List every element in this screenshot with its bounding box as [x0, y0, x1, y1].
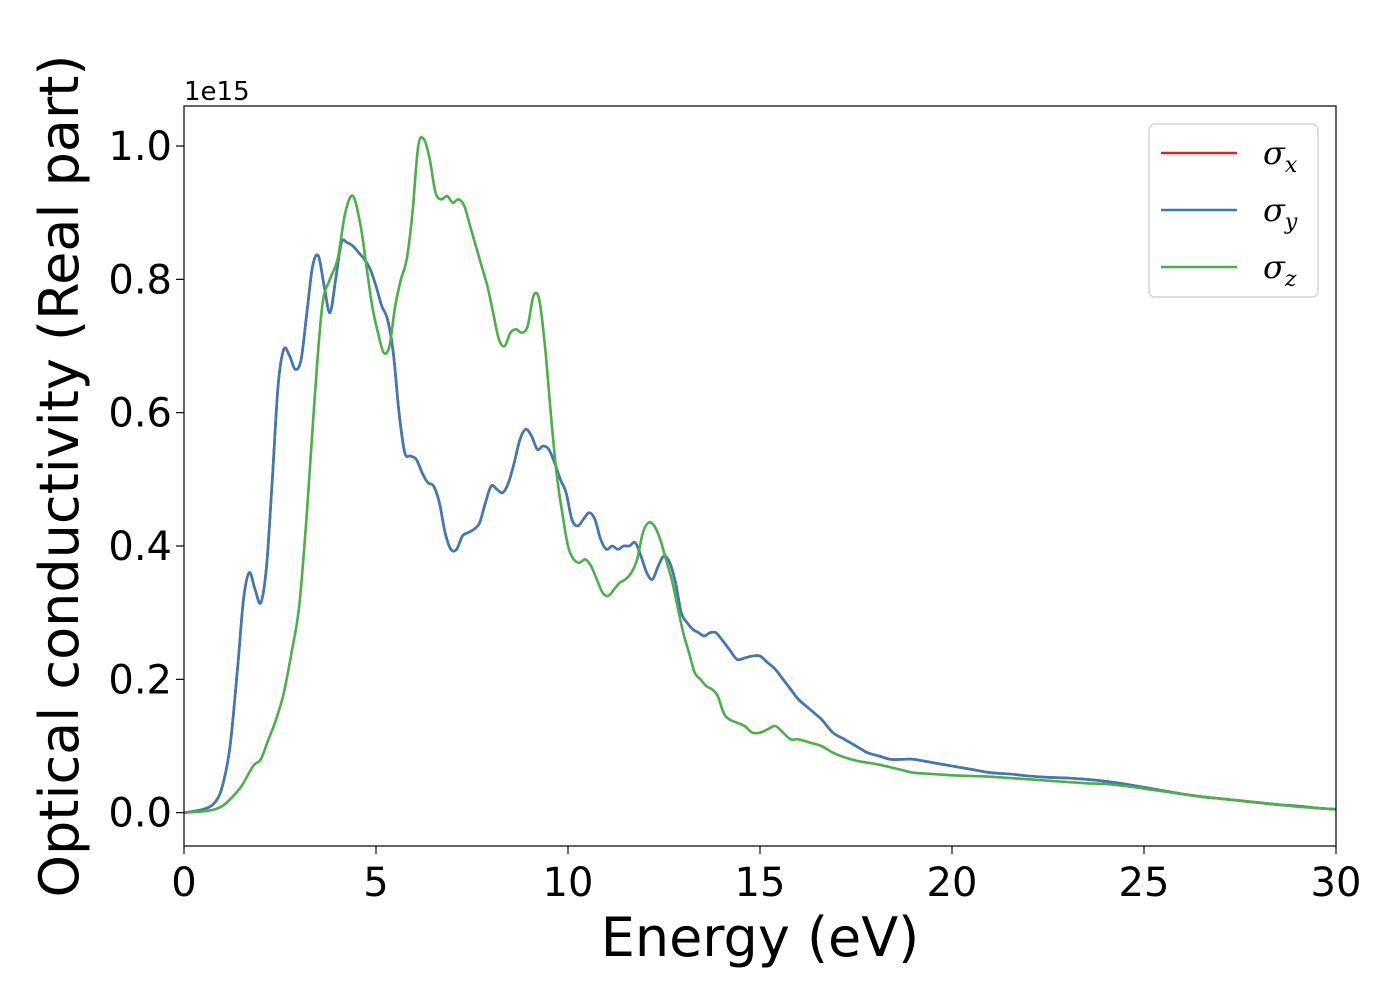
legend-label-sigma-y: σy: [1263, 191, 1298, 235]
x-tick-label: 10: [543, 860, 594, 906]
legend-label-sigma-x: σx: [1263, 134, 1298, 178]
y-axis-label: Optical conductivity (Real part): [28, 55, 91, 898]
y-tick-label: 0.8: [108, 257, 172, 303]
plot-frame: [183, 105, 1337, 847]
x-tick-label: 20: [927, 860, 978, 906]
x-tick-label: 5: [363, 860, 388, 906]
series-line-sigma-z: [184, 135, 1336, 814]
x-tick-label: 25: [1119, 860, 1170, 906]
y-tick-label: 0.4: [108, 524, 172, 570]
x-tick-label: 15: [735, 860, 786, 906]
y-tick-label: 1.0: [108, 124, 172, 170]
y-tick-label: 0.6: [108, 391, 172, 437]
x-tick-label: 0: [171, 860, 196, 906]
series-line-sigma-y: [184, 238, 1336, 814]
x-tick-label: 30: [1311, 860, 1362, 906]
legend: σx σy σz: [1148, 123, 1319, 298]
series-layer: [184, 135, 1336, 814]
legend-label-sigma-z: σz: [1263, 248, 1297, 292]
y-tick-label: 0.2: [108, 657, 172, 703]
x-axis-label: Energy (eV): [601, 906, 920, 969]
x-axis-ticks: 0 5 10 15 20 25 30: [171, 846, 1361, 906]
y-axis-ticks: 0.0 0.2 0.4 0.6 0.8 1.0: [108, 124, 184, 837]
y-scale-offset-label: 1e15: [184, 77, 250, 107]
series-line-sigma-x: [184, 238, 1336, 814]
y-tick-label: 0.0: [108, 791, 172, 837]
